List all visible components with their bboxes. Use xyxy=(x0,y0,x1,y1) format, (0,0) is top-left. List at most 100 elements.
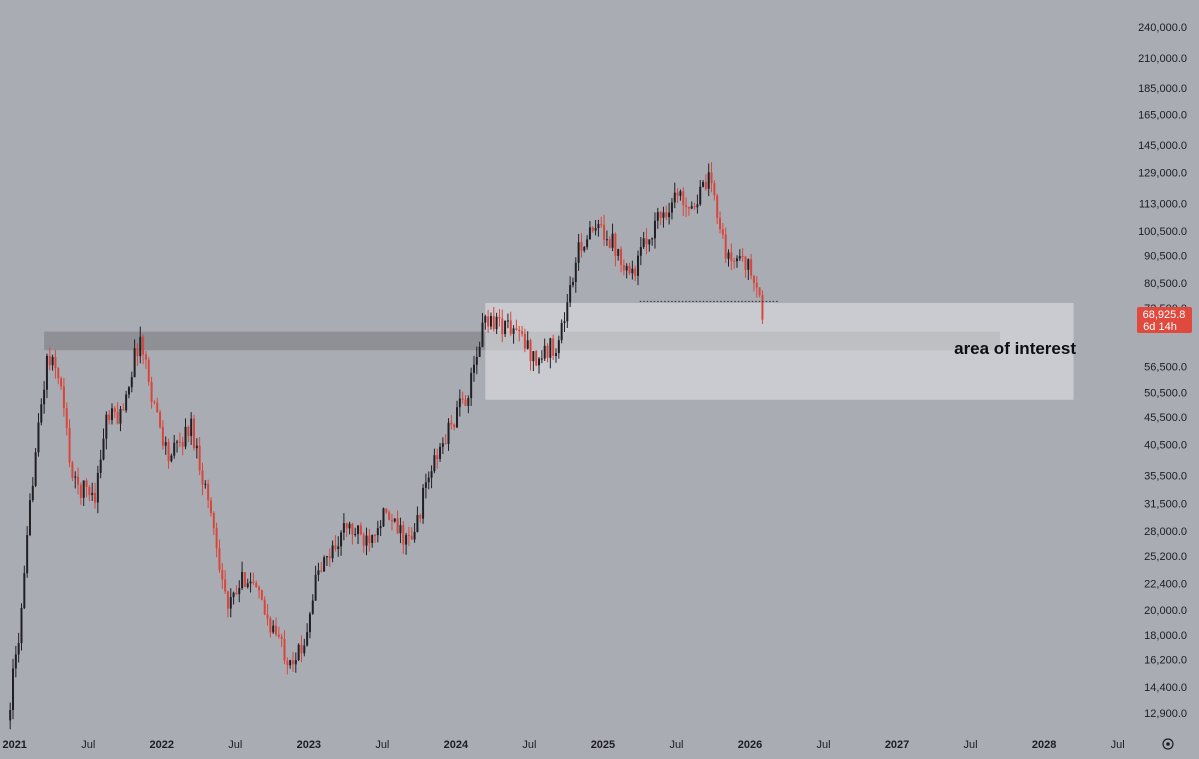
candle xyxy=(28,493,31,537)
price-axis[interactable]: 240,000.0 210,000.0 185,000.0 165,000.0 145,… xyxy=(1138,22,1187,720)
candle xyxy=(374,533,376,544)
candle xyxy=(526,331,529,350)
candle xyxy=(523,328,526,353)
candle xyxy=(57,367,60,385)
candle xyxy=(563,312,566,332)
candle xyxy=(738,249,741,262)
zone-1[interactable] xyxy=(485,302,1074,400)
candle xyxy=(509,311,512,337)
price-tick-label: 56,500.0 xyxy=(1144,361,1187,373)
zones-layer xyxy=(44,302,1074,400)
candle xyxy=(557,335,560,359)
time-axis[interactable]: 2021 Jul 2022 Jul 2023 Jul 2024 Jul 2025 Jul 2026 J… xyxy=(2,739,1124,751)
candle xyxy=(560,319,563,344)
candle xyxy=(515,319,518,331)
candle xyxy=(68,419,71,468)
month-tick-label: Jul xyxy=(228,739,242,751)
candle xyxy=(472,355,475,382)
candle xyxy=(368,529,371,552)
price-tag-countdown: 6d 14h xyxy=(1143,321,1177,333)
candle xyxy=(212,511,215,536)
candle xyxy=(91,482,94,502)
candle xyxy=(690,201,693,210)
candle xyxy=(648,239,651,252)
candle xyxy=(422,484,425,524)
candle xyxy=(9,702,12,730)
candle xyxy=(702,180,705,188)
candle xyxy=(314,565,317,601)
candle xyxy=(376,520,379,543)
candle xyxy=(232,591,235,605)
candle xyxy=(755,276,758,298)
candle xyxy=(724,227,727,263)
candle xyxy=(639,237,642,266)
candle xyxy=(243,571,246,588)
candle xyxy=(286,657,289,675)
price-tick-label: 25,200.0 xyxy=(1144,551,1187,563)
candle xyxy=(105,411,108,450)
candle xyxy=(659,211,662,226)
candle xyxy=(113,406,116,419)
candle xyxy=(88,485,91,502)
price-tick-label: 80,500.0 xyxy=(1144,278,1187,290)
candle xyxy=(351,522,354,545)
candle xyxy=(147,356,150,386)
candle xyxy=(20,603,23,651)
candle xyxy=(447,418,450,451)
month-tick-label: Jul xyxy=(669,739,683,751)
candle xyxy=(51,354,54,371)
candle xyxy=(668,202,671,225)
month-tick-label: Jul xyxy=(375,739,389,751)
candle xyxy=(642,231,645,249)
candle xyxy=(597,219,600,237)
candle xyxy=(622,259,625,276)
candle xyxy=(130,371,133,393)
candle xyxy=(574,257,577,293)
year-tick-label: 2027 xyxy=(885,739,909,751)
candle xyxy=(741,248,744,262)
candle xyxy=(433,448,436,474)
candle xyxy=(34,447,37,488)
candle xyxy=(436,448,439,469)
candle xyxy=(390,513,393,531)
candle xyxy=(311,594,314,615)
price-tick-label: 185,000.0 xyxy=(1138,83,1187,95)
candle xyxy=(625,263,628,279)
candle xyxy=(133,339,136,378)
candle xyxy=(478,341,481,358)
candle xyxy=(580,233,583,258)
price-tick-label: 40,500.0 xyxy=(1144,439,1187,451)
candle xyxy=(458,389,461,417)
month-tick-label: Jul xyxy=(522,739,536,751)
candle xyxy=(620,246,623,273)
candle xyxy=(586,235,589,250)
candle xyxy=(31,477,34,503)
candle xyxy=(470,367,473,407)
candle xyxy=(699,180,702,206)
candle xyxy=(136,343,139,367)
candle xyxy=(393,518,396,523)
candle xyxy=(201,462,204,496)
candle xyxy=(102,428,105,461)
candle xyxy=(382,507,385,527)
candle xyxy=(294,652,297,673)
candle xyxy=(713,180,716,201)
candle xyxy=(687,206,690,216)
candle xyxy=(424,473,427,499)
candle xyxy=(492,306,495,332)
candle xyxy=(110,403,113,425)
candle xyxy=(662,206,665,228)
candle xyxy=(727,249,730,267)
candle xyxy=(260,589,263,601)
candle xyxy=(26,526,29,578)
year-tick-label: 2021 xyxy=(2,739,26,751)
price-tick-label: 45,500.0 xyxy=(1144,412,1187,424)
candle xyxy=(744,255,747,278)
month-tick-label: Jul xyxy=(81,739,95,751)
candle xyxy=(673,182,676,209)
settings-icon[interactable] xyxy=(1162,738,1174,750)
candle xyxy=(594,220,597,236)
candle xyxy=(348,521,351,535)
candle xyxy=(139,326,142,364)
